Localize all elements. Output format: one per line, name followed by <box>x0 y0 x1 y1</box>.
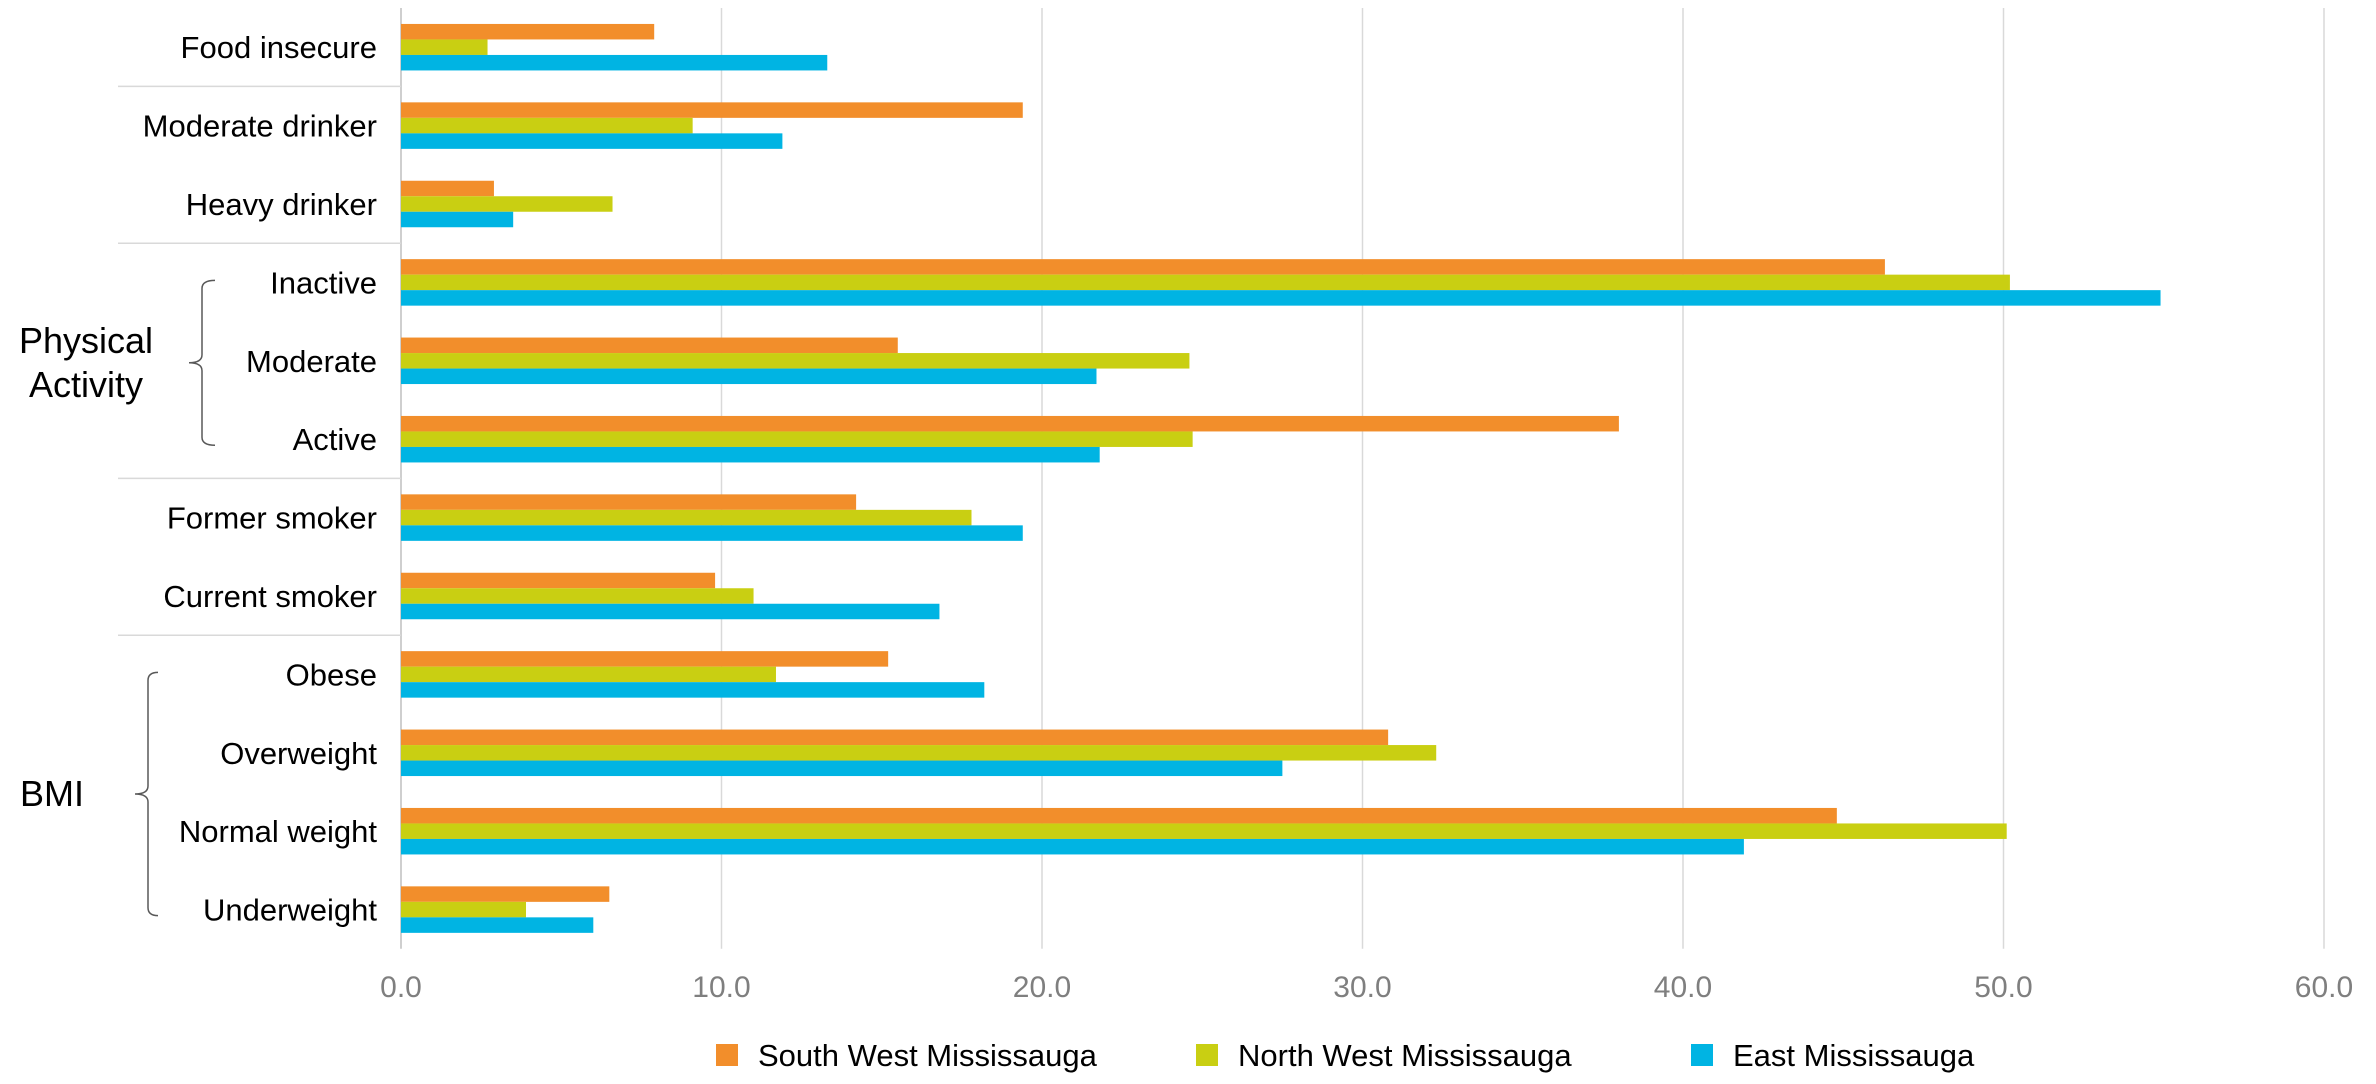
x-tick-label: 0.0 <box>380 971 422 1004</box>
x-tick-label: 30.0 <box>1333 971 1391 1004</box>
bar-east-mississauga-food-insecure <box>401 54 828 71</box>
legend-label: North West Mississauga <box>1238 1038 1572 1073</box>
x-tick-label: 60.0 <box>2295 971 2353 1004</box>
bar-north-west-mississauga-underweight <box>401 901 526 918</box>
legend-item-north-west-mississauga: North West Mississauga <box>1196 1038 1572 1073</box>
bar-south-west-mississauga-normal-weight <box>401 807 1837 824</box>
bar-east-mississauga-obese <box>401 682 985 698</box>
group-brackets <box>134 279 216 917</box>
category-separators <box>118 85 401 636</box>
bar-north-west-mississauga-moderate <box>401 353 1190 369</box>
bar-north-west-mississauga-former-smoker <box>401 509 972 526</box>
legend-swatch <box>716 1044 738 1066</box>
bar-east-mississauga-inactive <box>401 290 2161 306</box>
bracket-bmi <box>134 671 159 917</box>
category-label: Inactive <box>270 265 377 300</box>
bar-north-west-mississauga-food-insecure <box>401 39 488 55</box>
x-tick-label: 40.0 <box>1654 971 1712 1004</box>
bracket-physical-activity <box>188 279 216 446</box>
category-label: Moderate drinker <box>143 109 377 144</box>
bar-south-west-mississauga-current-smoker <box>401 572 716 589</box>
category-label: Current smoker <box>163 579 377 614</box>
category-label: Active <box>293 422 377 457</box>
category-label: Former smoker <box>167 501 377 536</box>
category-label: Normal weight <box>179 814 378 849</box>
bar-east-mississauga-underweight <box>401 917 594 933</box>
legend-swatch <box>1196 1044 1218 1066</box>
x-tick-labels: 0.0 10.0 20.0 30.0 40.0 50.0 60.0 <box>380 971 2353 1004</box>
bar-north-west-mississauga-active <box>401 431 1193 447</box>
group-label-physical-activity: Physical Activity <box>19 320 153 405</box>
bar-south-west-mississauga-former-smoker <box>401 494 857 510</box>
category-label: Underweight <box>203 893 377 928</box>
bar-north-west-mississauga-overweight <box>401 745 1437 761</box>
legend-label: East Mississauga <box>1733 1038 1975 1073</box>
category-label: Food insecure <box>181 30 377 65</box>
category-label: Overweight <box>220 736 377 771</box>
category-label: Moderate <box>246 344 377 379</box>
bar-east-mississauga-former-smoker <box>401 525 1023 541</box>
bar-east-mississauga-moderate-drinker <box>401 133 783 149</box>
bar-east-mississauga-heavy-drinker <box>401 211 514 228</box>
bar-south-west-mississauga-overweight <box>401 729 1389 746</box>
bar-south-west-mississauga-underweight <box>401 886 610 902</box>
bar-east-mississauga-active <box>401 446 1100 463</box>
group-labels: Physical Activity BMI <box>19 320 153 814</box>
gridlines <box>400 8 2325 949</box>
bar-east-mississauga-overweight <box>401 760 1283 777</box>
category-label: Obese <box>286 657 377 692</box>
bar-north-west-mississauga-normal-weight <box>401 823 2007 839</box>
bar-east-mississauga-current-smoker <box>401 603 940 620</box>
bar-north-west-mississauga-current-smoker <box>401 588 754 604</box>
bar-south-west-mississauga-obese <box>401 651 889 667</box>
bar-south-west-mississauga-food-insecure <box>401 23 655 40</box>
legend-item-south-west-mississauga: South West Mississauga <box>716 1038 1098 1073</box>
bar-south-west-mississauga-active <box>401 415 1619 432</box>
bar-south-west-mississauga-heavy-drinker <box>401 180 494 197</box>
bar-north-west-mississauga-moderate-drinker <box>401 117 693 134</box>
legend: South West Mississauga North West Mississ… <box>716 1038 1975 1073</box>
legend-label: South West Mississauga <box>758 1038 1098 1073</box>
bars <box>401 23 2161 933</box>
bar-north-west-mississauga-obese <box>401 666 776 683</box>
group-label-bmi: BMI <box>20 773 84 814</box>
bar-south-west-mississauga-inactive <box>401 259 1885 275</box>
bar-north-west-mississauga-inactive <box>401 274 2010 291</box>
category-label: Heavy drinker <box>186 187 377 222</box>
x-tick-label: 10.0 <box>692 971 750 1004</box>
x-tick-label: 50.0 <box>1974 971 2032 1004</box>
legend-item-east-mississauga: East Mississauga <box>1691 1038 1975 1073</box>
bar-east-mississauga-moderate <box>401 368 1097 385</box>
bar-south-west-mississauga-moderate <box>401 337 898 354</box>
bar-east-mississauga-normal-weight <box>401 838 1744 855</box>
bar-south-west-mississauga-moderate-drinker <box>401 102 1023 118</box>
legend-swatch <box>1691 1044 1713 1066</box>
x-tick-label: 20.0 <box>1013 971 1071 1004</box>
bar-north-west-mississauga-heavy-drinker <box>401 196 613 212</box>
category-labels: Food insecure Moderate drinker Heavy drink… <box>143 30 378 927</box>
